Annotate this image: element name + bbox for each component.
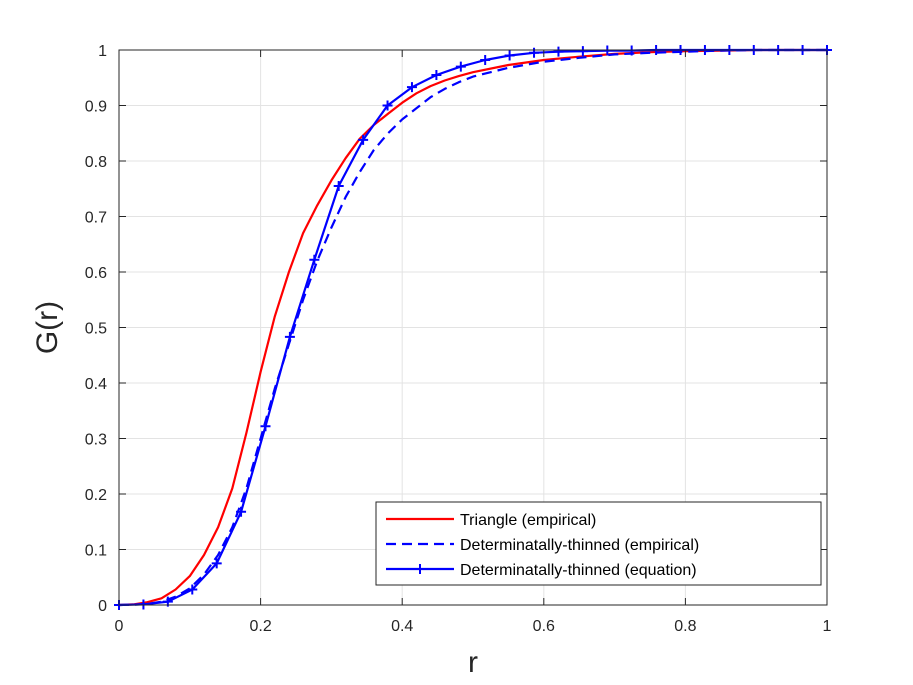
data-point-marker — [577, 46, 588, 57]
data-point-marker — [333, 180, 344, 191]
data-point-marker — [602, 45, 613, 56]
y-tick-label: 0 — [98, 598, 107, 615]
y-tick-label: 0.7 — [85, 210, 107, 227]
x-tick-label: 0.6 — [533, 618, 555, 635]
data-point-marker — [480, 54, 491, 65]
data-point-marker — [138, 599, 149, 610]
series-line-1 — [118, 48, 827, 607]
data-point-marker — [382, 100, 393, 111]
x-tick-label: 0.2 — [249, 618, 271, 635]
y-tick-label: 0.4 — [85, 376, 107, 393]
axis-ticks: 0 0.2 0.4 0.6 0.8 1 0 0.1 0.2 0.3 0.4 0.5 0.6 0.7 0.8 0… — [85, 43, 832, 635]
legend-marker — [415, 564, 425, 574]
x-tick-label: 0.4 — [391, 618, 413, 635]
data-point-marker — [455, 61, 466, 72]
legend-label: Triangle (empirical) — [460, 512, 596, 529]
y-tick-label: 0.2 — [85, 487, 107, 504]
data-point-marker — [187, 584, 198, 595]
x-tick-label: 0.8 — [674, 618, 696, 635]
y-tick-label: 1 — [98, 43, 107, 60]
legend-label: Determinatally-thinned (equation) — [460, 562, 697, 579]
y-tick-label: 0.5 — [85, 321, 107, 338]
y-tick-label: 0.6 — [85, 265, 107, 282]
series-line-0 — [118, 48, 827, 607]
y-tick-label: 0.9 — [85, 99, 107, 116]
data-point-marker — [260, 421, 271, 432]
data-point-marker — [553, 46, 564, 57]
x-axis-label: r — [468, 646, 478, 679]
y-tick-label: 0.8 — [85, 154, 107, 171]
y-tick-label: 0.1 — [85, 543, 107, 560]
y-tick-label: 0.3 — [85, 432, 107, 449]
y-axis-label: G(r) — [31, 301, 64, 354]
data-point-marker — [529, 47, 540, 58]
data-point-marker — [284, 331, 295, 342]
data-point-marker — [504, 50, 515, 61]
legend: Triangle (empirical) Determinatally-thinn… — [375, 501, 822, 586]
data-point-marker — [358, 134, 369, 145]
legend-label: Determinatally-thinned (empirical) — [460, 537, 699, 554]
data-point-marker — [211, 558, 222, 569]
x-tick-label: 1 — [823, 618, 832, 635]
data-point-marker — [236, 506, 247, 517]
data-point-marker — [406, 82, 417, 93]
x-tick-label: 0 — [115, 618, 124, 635]
data-point-marker — [626, 45, 637, 56]
data-point-marker — [309, 254, 320, 265]
data-point-marker — [431, 69, 442, 80]
